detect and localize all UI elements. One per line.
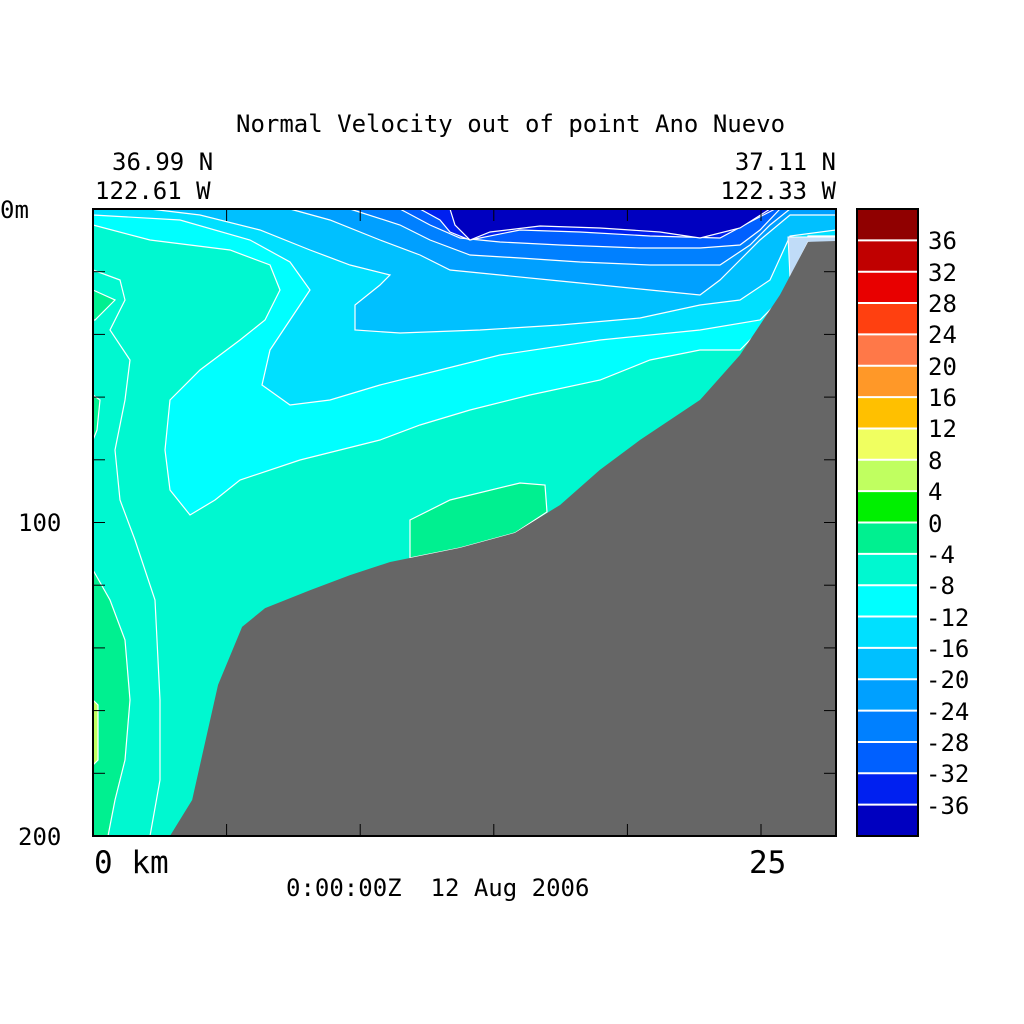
end-lat: 37.11 N [734,148,836,176]
colorbar-label: 36 [928,227,957,256]
y-label-top: 0m [0,196,29,224]
colorbar-band-4 [857,334,918,366]
colorbar-label: 0 [928,509,943,538]
colorbar-band-14 [857,647,918,680]
colorbar-band-9 [857,491,918,523]
chart-title: Normal Velocity out of point Ano Nuevo [236,110,786,138]
timestamp: 0:00:00Z 12 Aug 2006 [286,874,590,902]
end-lon: 122.33 W [720,177,836,205]
start-lon: 122.61 W [95,177,211,205]
colorbar-label: 4 [928,478,943,507]
colorbar-band-11 [857,553,918,586]
colorbar-band-19 [857,804,918,836]
colorbar-label: -12 [926,603,970,632]
y-label-mid: 100 [18,509,62,537]
colorbar-band-10 [857,522,918,554]
colorbar-band-15 [857,679,918,711]
colorbar-label: 16 [928,384,957,413]
colorbar-label: -4 [926,540,955,569]
colorbar-label: -8 [926,572,955,601]
start-lat: 36.99 N [112,148,214,176]
colorbar-band-18 [857,773,918,805]
colorbar-label: -16 [926,634,970,663]
colorbar-frame [856,208,919,837]
x-label-right: 25 [749,845,787,881]
colorbar-band-13 [857,616,918,648]
colorbar-band-2 [857,271,918,304]
colorbar-label: 12 [928,415,957,444]
colorbar-label: -32 [926,760,970,789]
colorbar-label: 20 [928,352,957,381]
colorbar-label: 8 [928,446,943,475]
colorbar-band-5 [857,365,918,398]
colorbar-band-1 [857,240,918,272]
colorbar-label: 24 [928,321,957,350]
colorbar-band-17 [857,741,918,774]
seafloor [169,240,836,837]
colorbar-band-16 [857,710,918,742]
contour-band-13 [449,208,773,241]
colorbar-band-8 [857,459,918,492]
y-label-bottom: 200 [18,823,62,851]
colorbar-label: 32 [928,258,957,287]
colorbar-label: -36 [926,791,970,820]
colorbar-band-6 [857,397,918,429]
colorbar-band-0 [857,209,918,241]
x-label-left: 0 km [94,845,169,881]
colorbar-label: 28 [928,290,957,319]
colorbar-label: -28 [926,728,970,757]
colorbar-band-7 [857,428,918,460]
colorbar-band-3 [857,303,918,335]
colorbar-label: -20 [926,666,970,695]
colorbar-band-12 [857,585,918,617]
colorbar-label: -24 [926,697,970,726]
